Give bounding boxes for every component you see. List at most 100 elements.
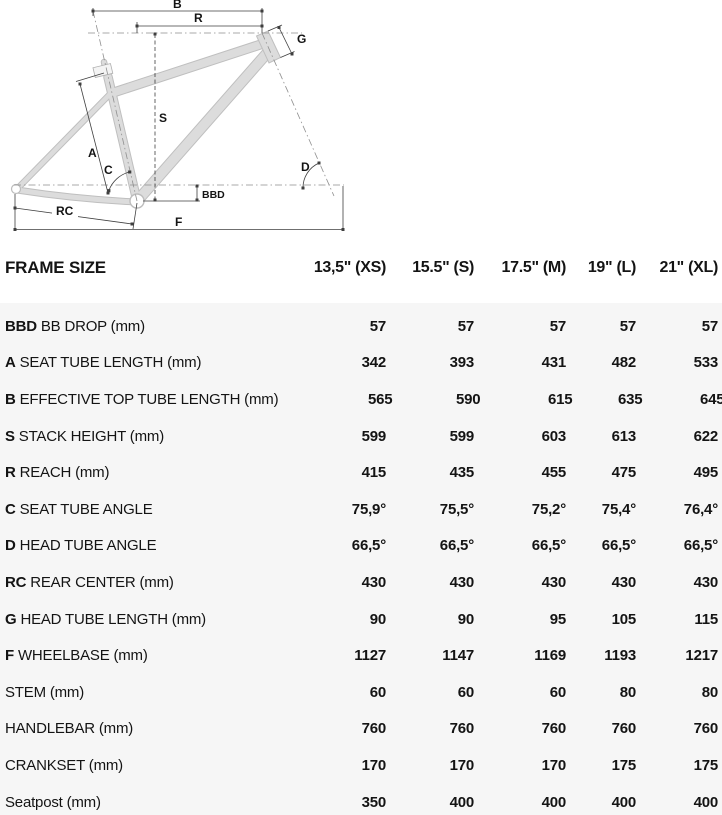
row-prefix: D: [5, 537, 16, 555]
row-value: 170: [449, 756, 475, 774]
row-value: 75,2°: [531, 500, 566, 518]
table-row: Seatpost (mm) 350 400 400 400 400: [0, 784, 722, 815]
row-value: 599: [361, 427, 387, 445]
row-value: 57: [549, 317, 566, 335]
dim-label-g: G: [297, 32, 306, 46]
row-value: 60: [369, 683, 386, 701]
row-value: 60: [549, 683, 566, 701]
row-value: 95: [549, 610, 566, 628]
row-value: 760: [611, 720, 637, 738]
row-prefix: R: [5, 464, 16, 482]
row-value: 622: [693, 427, 719, 445]
row-value: 599: [449, 427, 475, 445]
row-value: 170: [541, 756, 567, 774]
row-value: 66,5°: [531, 537, 566, 555]
row-value: 90: [457, 610, 474, 628]
rc-label-backing: [52, 203, 78, 217]
row-prefix: BBD: [5, 317, 37, 335]
row-value: 760: [541, 720, 567, 738]
row-value: 400: [611, 793, 637, 811]
row-label: CRANKSET (mm): [5, 757, 272, 774]
dim-label-r: R: [194, 11, 203, 25]
row-value: 1193: [604, 647, 636, 665]
row-value: 613: [611, 427, 637, 445]
dimension-lines: [13, 8, 345, 232]
row-value: 66,5°: [439, 537, 474, 555]
row-label: D HEAD TUBE ANGLE: [5, 537, 272, 554]
frame-geometry-diagram: B R G S A C D BBD RC F: [0, 0, 361, 240]
row-value: 565: [367, 390, 393, 408]
table-title: FRAME SIZE: [5, 258, 106, 277]
dim-label-a: A: [88, 146, 97, 160]
row-value: 1169: [534, 647, 566, 665]
row-value: 80: [701, 683, 718, 701]
column-header: 17.5" (M): [501, 259, 567, 276]
table-row: STEM (mm) 60 60 60 80 80: [0, 674, 722, 711]
table-row: A SEAT TUBE LENGTH (mm) 342 393 431 482 533: [0, 345, 722, 382]
row-value: 1147: [442, 647, 474, 665]
row-value: 57: [369, 317, 386, 335]
column-header: 13,5" (XS): [313, 259, 386, 276]
row-label-text: BB DROP (mm): [40, 317, 145, 335]
rear-axle: [10, 183, 22, 195]
dim-label-f: F: [175, 215, 182, 229]
row-label-text: CRANKSET (mm): [5, 756, 123, 774]
row-label: BBD BB DROP (mm): [5, 318, 272, 335]
row-prefix: S: [5, 427, 15, 445]
table-row: S STACK HEIGHT (mm) 599 599 603 613 622: [0, 418, 722, 455]
row-value: 430: [449, 573, 475, 591]
row-value: 400: [449, 793, 475, 811]
row-label-text: REACH (mm): [19, 464, 110, 482]
dim-label-b: B: [173, 0, 182, 11]
row-prefix: C: [5, 500, 16, 518]
row-value: 431: [541, 354, 567, 372]
row-value: 635: [617, 390, 643, 408]
table-row: BBD BB DROP (mm) 57 57 57 57 57: [0, 308, 722, 345]
row-value: 57: [619, 317, 636, 335]
row-value: 430: [541, 573, 567, 591]
row-label-text: SEAT TUBE ANGLE: [19, 500, 153, 518]
table-row: C SEAT TUBE ANGLE 75,9° 75,5° 75,2° 75,4° 76,…: [0, 491, 722, 528]
row-value: 66,5°: [683, 537, 718, 555]
row-prefix: RC: [5, 573, 27, 591]
row-value: 435: [449, 464, 475, 482]
row-label-text: Seatpost (mm): [5, 793, 101, 811]
bike-frame-illustration: [10, 30, 282, 209]
row-label: HANDLEBAR (mm): [5, 720, 272, 737]
row-value: 1217: [685, 647, 718, 665]
row-value: 760: [361, 720, 387, 738]
row-label: Seatpost (mm): [5, 794, 272, 811]
row-label-text: WHEELBASE (mm): [17, 647, 148, 665]
row-value: 482: [611, 354, 637, 372]
row-label: STEM (mm): [5, 684, 272, 701]
row-label-text: REAR CENTER (mm): [30, 573, 174, 591]
row-value: 350: [361, 793, 387, 811]
row-label-text: HEAD TUBE ANGLE: [19, 537, 157, 555]
row-value: 400: [541, 793, 567, 811]
row-value: 760: [449, 720, 475, 738]
row-value: 615: [547, 390, 573, 408]
row-label-text: SEAT TUBE LENGTH (mm): [19, 354, 202, 372]
row-label: R REACH (mm): [5, 464, 272, 481]
row-value: 415: [361, 464, 387, 482]
column-header: 15.5" (S): [412, 259, 474, 276]
row-value: 175: [611, 756, 637, 774]
spec-table: BBD BB DROP (mm) 57 57 57 57 57 A SEAT TUBE LE…: [0, 303, 722, 815]
row-label-text: HEAD TUBE LENGTH (mm): [20, 610, 206, 628]
row-value: 57: [457, 317, 474, 335]
table-header-row: FRAME SIZE 13,5" (XS) 15.5" (S) 17.5" (M) 1…: [0, 240, 722, 303]
row-label: B EFFECTIVE TOP TUBE LENGTH (mm): [5, 391, 279, 408]
row-value: 105: [611, 610, 637, 628]
dim-label-c: C: [104, 163, 113, 177]
row-value: 590: [455, 390, 481, 408]
table-row: HANDLEBAR (mm) 760 760 760 760 760: [0, 711, 722, 748]
row-value: 80: [619, 683, 636, 701]
row-label: RC REAR CENTER (mm): [5, 574, 272, 591]
column-header: 21" (XL): [659, 259, 718, 276]
row-value: 76,4°: [683, 500, 718, 518]
row-value: 533: [693, 354, 719, 372]
row-value: 455: [541, 464, 567, 482]
row-value: 342: [361, 354, 387, 372]
row-value: 603: [541, 427, 567, 445]
